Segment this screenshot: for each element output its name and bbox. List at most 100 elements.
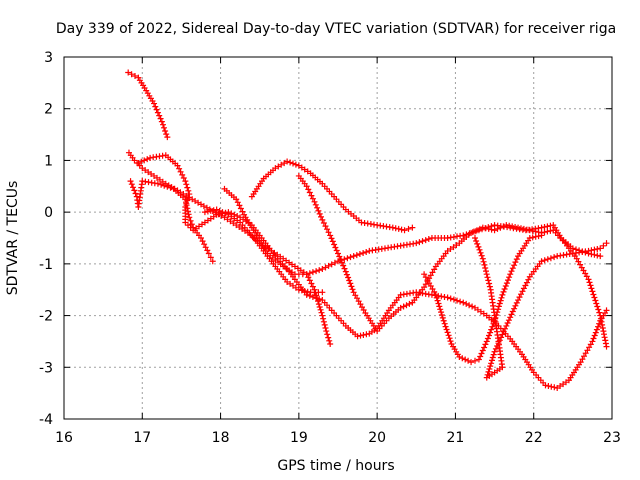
interpolated-markers (557, 379, 569, 389)
interpolated-markers (477, 341, 489, 360)
data-point (209, 258, 216, 265)
data-point (303, 183, 310, 190)
data-point (503, 322, 510, 329)
data-point (198, 235, 204, 241)
data-point (135, 160, 142, 167)
data-point (295, 286, 302, 293)
data-point (186, 191, 193, 198)
interpolated-markers (258, 235, 269, 247)
data-point (440, 317, 447, 324)
interpolated-markers (492, 325, 508, 352)
data-point (354, 333, 361, 340)
interpolated-markers (283, 257, 295, 268)
data-point (542, 382, 549, 389)
interpolated-markers (242, 214, 254, 229)
interpolated-markers (369, 245, 385, 254)
interpolated-markers (309, 172, 323, 185)
interpolated-markers (459, 355, 472, 364)
data-point (233, 196, 240, 203)
interpolated-markers (183, 194, 192, 207)
interpolated-markers (328, 235, 340, 254)
y-axis-label: SDTVAR / TECUs (5, 181, 21, 296)
interpolated-markers (200, 203, 213, 213)
interpolated-markers (484, 320, 497, 342)
interpolated-markers (575, 258, 590, 280)
interpolated-markers (552, 229, 566, 244)
data-point (603, 343, 610, 350)
data-point (507, 271, 514, 278)
data-point (413, 240, 420, 247)
data-point (303, 271, 310, 278)
data-point (342, 268, 349, 275)
data-point (468, 359, 475, 366)
interpolated-markers (176, 165, 187, 181)
data-point (432, 291, 439, 298)
interpolated-markers (224, 216, 237, 227)
data-point (389, 224, 396, 231)
data-point (350, 253, 357, 260)
interpolated-markers (223, 187, 237, 201)
interpolated-markers (405, 225, 412, 232)
interpolated-markers (287, 280, 299, 291)
interpolated-markers (494, 223, 507, 232)
data-point (597, 253, 604, 260)
interpolated-markers (416, 236, 432, 246)
series-track-2 (125, 149, 334, 348)
interpolated-markers (400, 289, 417, 298)
data-point (127, 178, 134, 185)
interpolated-markers (236, 224, 248, 234)
data-series (125, 69, 610, 391)
interpolated-markers (376, 317, 390, 332)
interpolated-markers (183, 181, 192, 194)
interpolated-markers (504, 299, 520, 326)
interpolated-markers (573, 248, 589, 256)
interpolated-markers (128, 71, 138, 79)
interpolated-markers (189, 196, 202, 206)
interpolated-markers (312, 201, 324, 220)
interpolated-markers (258, 240, 269, 254)
interpolated-markers (275, 160, 288, 170)
interpolated-markers (567, 361, 582, 381)
y-tick-label: -4 (39, 412, 53, 428)
y-tick-labels: -4 -3 -2 -1 0 1 2 3 (39, 50, 53, 428)
interpolated-markers (458, 231, 472, 245)
interpolated-markers (266, 245, 277, 257)
interpolated-markers (516, 276, 532, 301)
data-point (201, 209, 208, 216)
data-point (479, 224, 486, 231)
interpolated-markers (557, 251, 573, 259)
interpolated-markers (234, 199, 246, 215)
interpolated-markers (588, 246, 601, 254)
interpolated-markers (472, 357, 478, 364)
series-track-7 (248, 158, 416, 234)
series-track-6 (221, 185, 604, 278)
interpolated-markers (400, 240, 417, 249)
x-tick-label: 16 (55, 430, 73, 446)
data-point (515, 297, 522, 304)
x-tick-label: 23 (603, 430, 621, 446)
interpolated-markers (471, 225, 483, 235)
interpolated-markers (274, 266, 289, 283)
interpolated-markers (321, 183, 335, 197)
data-point (154, 180, 161, 187)
series-track-3 (127, 178, 216, 265)
interpolated-markers (333, 312, 347, 327)
data-point (597, 312, 604, 319)
interpolated-markers (283, 265, 295, 276)
data-point (323, 328, 330, 335)
interpolated-markers (541, 254, 558, 264)
x-tick-label: 22 (525, 430, 543, 446)
interpolated-markers (320, 315, 329, 331)
interpolated-markers (506, 222, 519, 230)
data-point (526, 227, 533, 234)
series-track-8 (295, 172, 610, 350)
interpolated-markers (516, 237, 532, 257)
interpolated-markers (529, 233, 542, 241)
data-point (603, 240, 610, 247)
interpolated-markers (588, 251, 601, 259)
interpolated-markers (150, 152, 166, 161)
data-point (319, 266, 326, 273)
data-point (327, 232, 334, 239)
data-point (597, 245, 604, 252)
